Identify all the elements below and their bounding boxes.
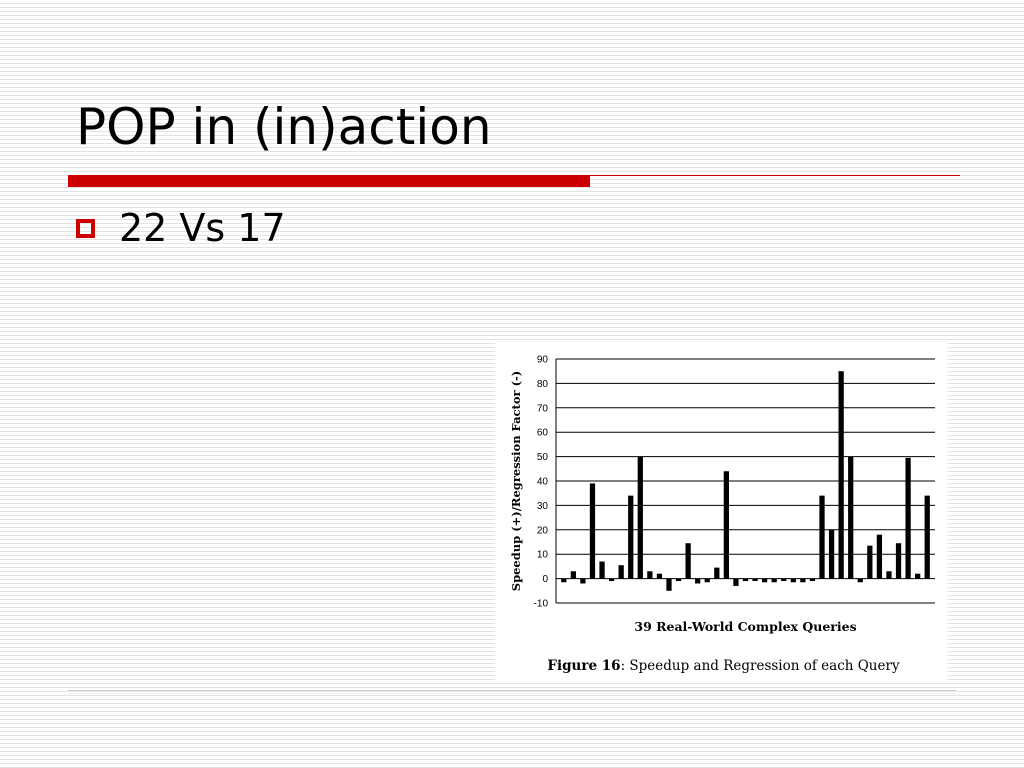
figure-caption: Figure 16: Speedup and Regression of eac… bbox=[547, 658, 900, 674]
bar bbox=[714, 567, 720, 579]
chart-figure: 90 80 70 60 50 40 30 20 10 0 -10 Speedup (+)/Regre… bbox=[495, 343, 947, 680]
bar bbox=[886, 571, 892, 579]
bar bbox=[905, 457, 911, 579]
x-axis-label: 39 Real-World Complex Queries bbox=[634, 619, 856, 634]
bar bbox=[819, 495, 825, 579]
bar bbox=[561, 578, 567, 583]
y-axis-label: Speedup (+)/Regression Factor (-) bbox=[509, 371, 523, 591]
bar bbox=[762, 578, 768, 583]
bar bbox=[608, 578, 615, 582]
bar bbox=[695, 578, 701, 584]
bar bbox=[675, 578, 682, 582]
y-tick-label: 10 bbox=[537, 550, 549, 561]
bar bbox=[570, 571, 576, 579]
bar bbox=[733, 578, 739, 586]
title-underline-thick bbox=[68, 175, 590, 187]
footer-divider-secondary bbox=[68, 693, 956, 694]
y-tick-label: -10 bbox=[534, 599, 549, 610]
y-tick-label: 50 bbox=[537, 452, 549, 463]
y-tick-label: 70 bbox=[537, 403, 549, 414]
bar bbox=[704, 578, 710, 583]
bar bbox=[800, 578, 806, 583]
bar bbox=[723, 471, 729, 579]
bar bbox=[589, 483, 596, 579]
bar bbox=[666, 578, 672, 591]
figure-caption-text: : Speedup and Regression of each Query bbox=[621, 658, 900, 674]
bar bbox=[924, 495, 930, 579]
bar bbox=[618, 565, 624, 579]
y-tick-label: 0 bbox=[542, 574, 548, 585]
bar bbox=[828, 529, 835, 579]
y-tick-label: 20 bbox=[537, 525, 549, 536]
bullet-text: 22 Vs 17 bbox=[119, 206, 286, 250]
bar bbox=[867, 545, 873, 579]
y-tick-labels: 90 80 70 60 50 40 30 20 10 0 -10 bbox=[534, 355, 549, 610]
bars bbox=[561, 371, 930, 591]
bar bbox=[915, 573, 921, 579]
bar bbox=[771, 578, 777, 583]
bar bbox=[895, 543, 902, 579]
bar bbox=[838, 371, 844, 579]
figure-caption-number: Figure 16 bbox=[547, 658, 620, 674]
bar bbox=[637, 456, 643, 579]
bar bbox=[790, 578, 796, 583]
bar bbox=[599, 561, 605, 579]
bar bbox=[809, 578, 816, 582]
y-tick-label: 30 bbox=[537, 501, 549, 512]
bar bbox=[647, 571, 653, 579]
bar-chart: 90 80 70 60 50 40 30 20 10 0 -10 Speedup (+)/Regre… bbox=[509, 355, 935, 674]
bar bbox=[857, 578, 863, 583]
y-tick-label: 40 bbox=[537, 477, 549, 488]
bullet-item: 22 Vs 17 bbox=[76, 206, 286, 250]
y-tick-label: 60 bbox=[537, 428, 549, 439]
bar bbox=[781, 578, 787, 582]
footer-divider bbox=[68, 690, 956, 691]
y-tick-label: 90 bbox=[537, 355, 549, 366]
bar bbox=[580, 578, 586, 584]
hollow-square-bullet-icon bbox=[76, 218, 95, 238]
title-underline-thin bbox=[590, 175, 960, 176]
bar bbox=[876, 534, 883, 579]
y-tick-label: 80 bbox=[537, 379, 549, 390]
bar bbox=[848, 456, 854, 579]
bar bbox=[685, 543, 691, 579]
bar bbox=[742, 578, 749, 582]
bar bbox=[752, 578, 758, 582]
bar bbox=[656, 573, 663, 579]
bar bbox=[628, 495, 634, 579]
slide-title: POP in (in)action bbox=[76, 98, 492, 156]
